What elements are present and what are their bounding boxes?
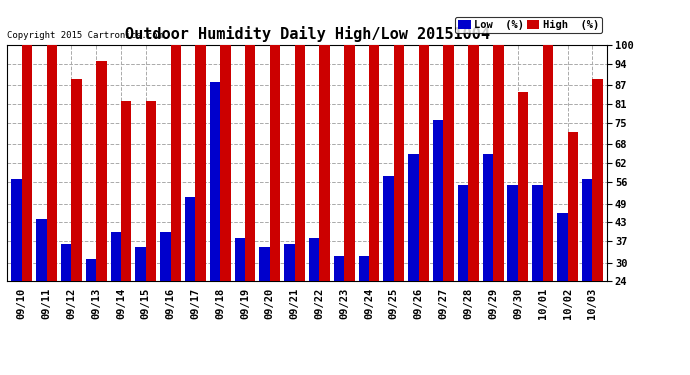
- Bar: [110, 231, 121, 356]
- Bar: [47, 45, 57, 356]
- Bar: [433, 120, 444, 356]
- Bar: [458, 185, 469, 356]
- Bar: [369, 45, 380, 356]
- Bar: [309, 238, 319, 356]
- Bar: [86, 260, 96, 356]
- Bar: [359, 256, 369, 356]
- Bar: [507, 185, 518, 356]
- Bar: [245, 45, 255, 356]
- Bar: [295, 45, 305, 356]
- Bar: [543, 45, 553, 356]
- Bar: [160, 231, 170, 356]
- Bar: [135, 247, 146, 356]
- Bar: [408, 154, 419, 356]
- Bar: [284, 244, 295, 356]
- Bar: [582, 178, 592, 356]
- Bar: [592, 79, 603, 356]
- Bar: [483, 154, 493, 356]
- Bar: [384, 176, 394, 356]
- Bar: [344, 45, 355, 356]
- Bar: [444, 45, 454, 356]
- Bar: [493, 45, 504, 356]
- Bar: [220, 45, 230, 356]
- Bar: [259, 247, 270, 356]
- Bar: [146, 101, 156, 356]
- Bar: [11, 178, 22, 356]
- Bar: [419, 45, 429, 356]
- Bar: [195, 45, 206, 356]
- Bar: [394, 45, 404, 356]
- Bar: [518, 92, 529, 356]
- Bar: [61, 244, 71, 356]
- Bar: [532, 185, 543, 356]
- Bar: [334, 256, 344, 356]
- Bar: [22, 45, 32, 356]
- Bar: [185, 197, 195, 356]
- Bar: [469, 45, 479, 356]
- Bar: [210, 82, 220, 356]
- Bar: [235, 238, 245, 356]
- Bar: [96, 60, 107, 356]
- Title: Outdoor Humidity Daily High/Low 20151004: Outdoor Humidity Daily High/Low 20151004: [125, 27, 489, 42]
- Text: Copyright 2015 Cartronics.com: Copyright 2015 Cartronics.com: [7, 31, 163, 40]
- Bar: [567, 132, 578, 356]
- Bar: [170, 45, 181, 356]
- Bar: [319, 45, 330, 356]
- Bar: [121, 101, 131, 356]
- Bar: [36, 219, 47, 356]
- Bar: [71, 79, 82, 356]
- Bar: [270, 45, 280, 356]
- Legend: Low  (%), High  (%): Low (%), High (%): [455, 17, 602, 33]
- Bar: [557, 213, 567, 356]
